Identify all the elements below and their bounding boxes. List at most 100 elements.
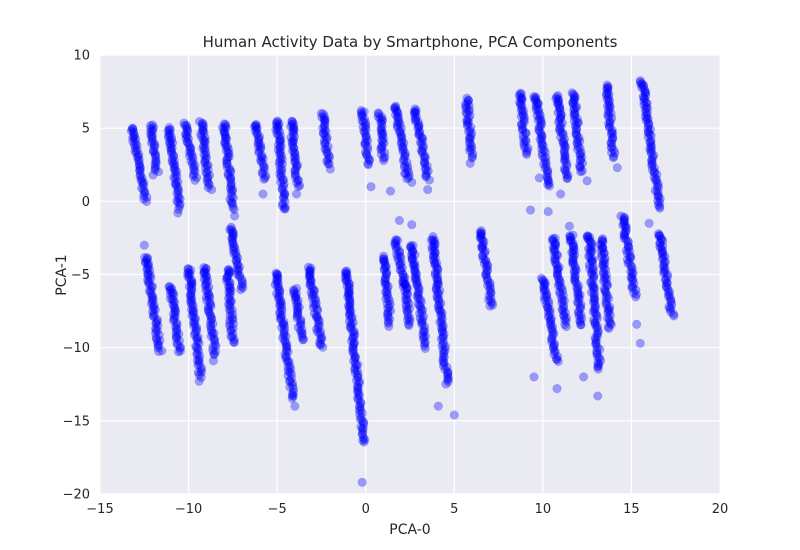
x-tick-label: 0 xyxy=(362,502,370,517)
data-point xyxy=(421,169,431,179)
data-point xyxy=(351,360,361,370)
data-point xyxy=(147,281,157,291)
data-point xyxy=(320,116,330,126)
data-point xyxy=(180,129,191,139)
y-tick-label: 0 xyxy=(82,195,90,210)
data-point xyxy=(397,132,407,142)
data-point xyxy=(434,289,444,299)
data-point xyxy=(258,159,268,169)
data-point xyxy=(359,433,369,443)
data-point xyxy=(201,285,211,295)
data-point xyxy=(150,165,160,175)
data-point xyxy=(311,295,321,305)
data-point xyxy=(136,174,146,184)
data-point xyxy=(628,274,638,284)
data-point xyxy=(147,132,157,142)
data-point xyxy=(287,116,297,126)
data-point xyxy=(167,154,177,164)
data-point xyxy=(275,138,285,148)
data-point xyxy=(203,302,213,312)
data-point xyxy=(438,355,448,365)
data-point xyxy=(260,173,270,183)
data-point xyxy=(286,369,297,379)
data-point xyxy=(569,104,579,114)
data-point xyxy=(170,166,180,176)
data-point xyxy=(175,199,185,209)
data-point xyxy=(237,275,247,285)
data-point xyxy=(602,300,612,310)
data-point xyxy=(288,123,298,133)
data-point xyxy=(411,108,421,118)
data-point xyxy=(237,277,247,287)
data-point xyxy=(631,289,641,300)
data-point xyxy=(223,170,233,180)
data-point xyxy=(282,342,292,352)
data-point xyxy=(570,92,580,102)
data-point xyxy=(533,115,543,125)
data-point xyxy=(280,324,290,334)
data-point xyxy=(443,371,453,382)
data-point xyxy=(559,134,569,144)
data-point xyxy=(356,421,366,432)
data-point xyxy=(542,166,552,176)
data-point xyxy=(562,173,572,183)
data-point xyxy=(288,146,298,156)
data-point xyxy=(588,307,598,317)
data-point xyxy=(376,117,386,127)
data-point xyxy=(277,305,287,316)
data-point xyxy=(538,275,548,285)
data-point xyxy=(404,320,414,331)
data-point xyxy=(595,344,605,354)
data-point xyxy=(555,125,565,135)
data-point xyxy=(148,146,158,156)
data-point xyxy=(187,278,197,288)
data-point xyxy=(589,304,599,314)
data-point xyxy=(293,322,303,332)
data-point xyxy=(595,239,605,249)
data-point xyxy=(187,299,197,309)
data-point xyxy=(430,248,440,258)
data-point xyxy=(396,123,406,134)
data-point xyxy=(199,136,209,146)
data-point xyxy=(536,115,546,125)
data-point xyxy=(554,262,564,272)
data-point xyxy=(623,258,633,269)
data-point xyxy=(322,147,332,157)
data-point xyxy=(627,262,637,272)
data-point xyxy=(517,95,527,105)
data-point xyxy=(289,124,299,134)
data-point xyxy=(465,143,475,153)
data-point xyxy=(219,127,229,137)
data-point xyxy=(577,158,588,168)
data-point xyxy=(397,263,407,273)
data-point xyxy=(226,180,236,190)
data-point xyxy=(225,311,235,321)
data-point xyxy=(201,267,211,277)
data-point xyxy=(541,285,551,296)
data-point xyxy=(129,140,139,150)
data-point xyxy=(286,121,296,131)
data-point xyxy=(360,138,371,148)
data-point xyxy=(657,245,667,255)
data-point xyxy=(228,243,238,253)
data-point xyxy=(381,261,391,271)
data-point xyxy=(283,358,293,368)
data-point xyxy=(655,194,665,204)
data-point xyxy=(391,239,401,249)
data-point xyxy=(293,175,303,185)
data-point xyxy=(167,157,177,167)
data-point xyxy=(463,113,474,123)
data-point xyxy=(588,265,599,275)
data-point xyxy=(196,365,206,375)
data-point xyxy=(165,138,175,148)
data-point xyxy=(449,410,459,420)
data-point xyxy=(429,239,439,249)
data-point xyxy=(151,156,161,166)
y-tick-label: −5 xyxy=(71,268,90,283)
data-point xyxy=(624,257,634,267)
data-point xyxy=(604,314,614,324)
data-point xyxy=(277,322,287,332)
data-point xyxy=(537,139,547,149)
data-point xyxy=(485,280,495,290)
data-point xyxy=(649,172,659,182)
